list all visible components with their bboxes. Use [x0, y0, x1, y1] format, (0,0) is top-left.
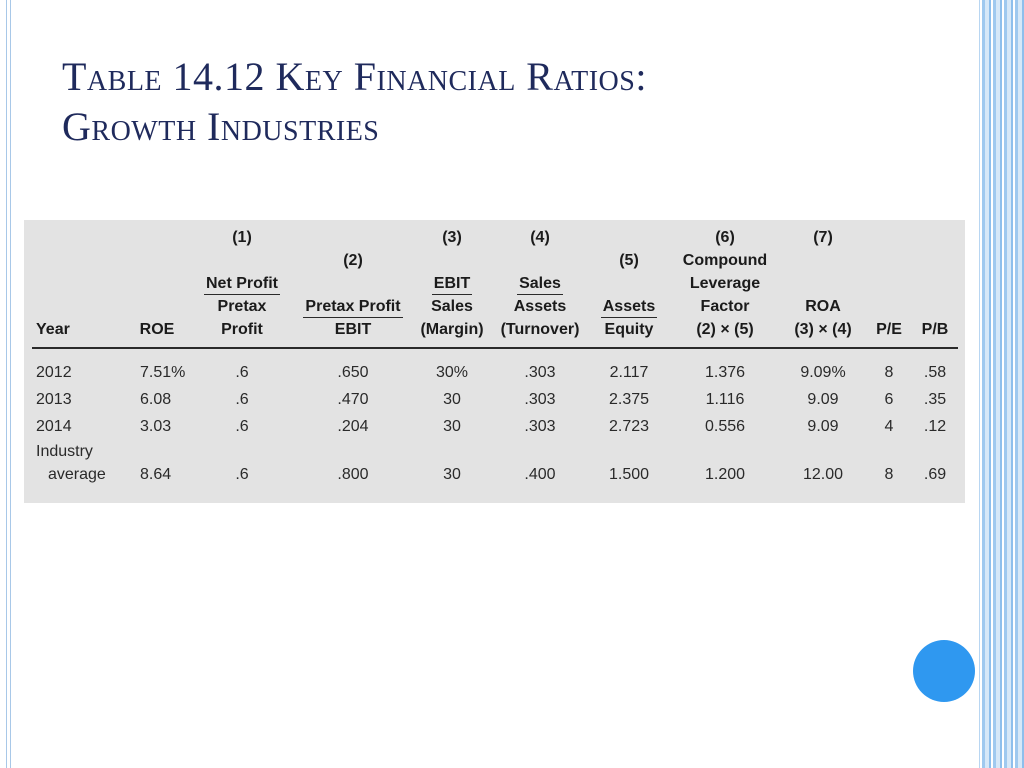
cell-pretax-ebit: .800 [337, 466, 369, 483]
fraction-numerator: Pretax Profit [303, 296, 403, 318]
header-assets-equity: (5) Assets Equity [588, 226, 670, 349]
cell-leverage-factor: 1.116 [705, 390, 745, 408]
column-number: (7) [813, 229, 833, 246]
cell-turnover: .303 [524, 390, 556, 408]
fraction-denominator: Pretax [217, 298, 267, 315]
header-sales-assets-turnover: (4) Sales Assets (Turnover) [492, 226, 588, 349]
fraction-denominator-2: Profit [221, 321, 263, 338]
header-pretax-profit-ebit: (2) Pretax Profit EBIT [294, 226, 412, 349]
header-year: Year [32, 226, 124, 349]
fraction-denominator: Sales [431, 298, 473, 315]
table-row: 2012 7.51% .6 .650 30% .303 2.117 1.376 … [32, 348, 958, 386]
column-subtitle: (Turnover) [500, 321, 580, 338]
fraction-numerator: Sales [517, 273, 563, 295]
cell-leverage-factor: 0.556 [704, 417, 746, 435]
column-number: (5) [619, 252, 639, 269]
cell-roe: 7.51% [140, 363, 186, 381]
slide-frame-right [979, 0, 1024, 768]
cell-net-profit-ratio: .6 [235, 417, 249, 435]
cell-roe: 3.03 [140, 417, 172, 435]
cell-year: 2012 [36, 363, 72, 381]
cell-pb: .35 [923, 390, 947, 408]
header-formula: (3) × (4) [794, 321, 852, 338]
header-line: Factor [700, 298, 750, 315]
column-number: (2) [343, 252, 363, 269]
header-roe: ROE [124, 226, 190, 349]
cell-pretax-ebit: .470 [337, 390, 369, 408]
table-row: 2014 3.03 .6 .204 30 .303 2.723 0.556 9.… [32, 413, 958, 440]
cell-pretax-ebit: .650 [337, 363, 369, 381]
cell-assets-equity: 2.723 [608, 417, 650, 435]
cell-roa: 9.09 [807, 417, 839, 435]
cell-pe: 8 [884, 466, 894, 483]
cell-net-profit-ratio: .6 [235, 466, 249, 483]
cell-margin: 30 [443, 390, 461, 408]
column-number: (1) [232, 229, 252, 246]
cell-pb: .69 [923, 466, 947, 483]
decorative-circle [913, 640, 975, 702]
header-row: Year ROE (1) Net Profit Pretax Profit (2… [32, 226, 958, 349]
header-line: Leverage [689, 275, 761, 292]
header-roa: (7) ROA (3) × (4) [780, 226, 866, 349]
slide-title: Table 14.12 Key Financial Ratios: Growth… [62, 52, 922, 152]
fraction-numerator: Assets [600, 296, 658, 318]
ratio-table-panel: Year ROE (1) Net Profit Pretax Profit (2… [24, 220, 965, 503]
cell-year: Industry average [32, 440, 124, 488]
cell-pretax-ebit: .204 [337, 417, 369, 435]
fraction-denominator: Assets [513, 298, 567, 315]
column-subtitle: (Margin) [420, 321, 484, 338]
cell-roe: 8.64 [140, 466, 172, 483]
cell-leverage-factor: 1.376 [704, 363, 746, 381]
cell-pb: .58 [923, 363, 947, 381]
header-compound-leverage-factor: (6) Compound Leverage Factor (2) × (5) [670, 226, 780, 349]
cell-turnover: .303 [524, 417, 556, 435]
cell-leverage-factor: 1.200 [704, 466, 746, 483]
header-ebit-sales-margin: (3) EBIT Sales (Margin) [412, 226, 492, 349]
financial-ratios-table: Year ROE (1) Net Profit Pretax Profit (2… [32, 226, 958, 488]
cell-year: 2014 [36, 417, 72, 435]
average-label: average [48, 466, 106, 483]
header-net-profit-pretax-profit: (1) Net Profit Pretax Profit [190, 226, 294, 349]
fraction-numerator: Net Profit [204, 273, 280, 295]
cell-roa: 9.09% [800, 363, 846, 381]
cell-pe: 8 [884, 363, 894, 381]
cell-roa: 9.09 [807, 390, 839, 408]
column-number: (3) [442, 229, 462, 246]
industry-label: Industry [36, 443, 93, 460]
cell-pe: 4 [884, 417, 894, 435]
fraction-numerator: EBIT [431, 273, 473, 295]
cell-margin: 30 [443, 417, 461, 435]
title-line-2: Growth Industries [62, 104, 380, 149]
table-row: 2013 6.08 .6 .470 30 .303 2.375 1.116 9.… [32, 386, 958, 413]
slide-frame-left [6, 0, 11, 768]
cell-assets-equity: 1.500 [608, 466, 650, 483]
cell-roe: 6.08 [140, 390, 172, 408]
column-number: (4) [530, 229, 550, 246]
cell-pe: 6 [884, 390, 894, 408]
cell-roa: 12.00 [802, 466, 844, 483]
cell-assets-equity: 2.375 [608, 390, 650, 408]
cell-net-profit-ratio: .6 [235, 390, 249, 408]
cell-pb: .12 [923, 417, 947, 435]
cell-turnover: .400 [524, 466, 556, 483]
cell-margin: 30 [443, 466, 461, 483]
column-number: (6) [715, 229, 735, 246]
header-formula: (2) × (5) [696, 321, 754, 338]
header-line: ROA [805, 298, 841, 315]
title-line-1: Table 14.12 Key Financial Ratios: [62, 54, 647, 99]
table-row-industry-average: Industry average 8.64 .6 .800 30 .400 1.… [32, 440, 958, 488]
header-line: Compound [682, 252, 768, 269]
cell-assets-equity: 2.117 [609, 363, 649, 381]
header-pb: P/B [912, 226, 958, 349]
cell-year: 2013 [36, 390, 72, 408]
fraction-denominator: Equity [604, 321, 654, 338]
cell-net-profit-ratio: .6 [235, 363, 249, 381]
fraction-denominator: EBIT [334, 321, 372, 338]
cell-turnover: .303 [524, 363, 556, 381]
cell-margin: 30% [435, 363, 469, 381]
header-pe: P/E [866, 226, 912, 349]
